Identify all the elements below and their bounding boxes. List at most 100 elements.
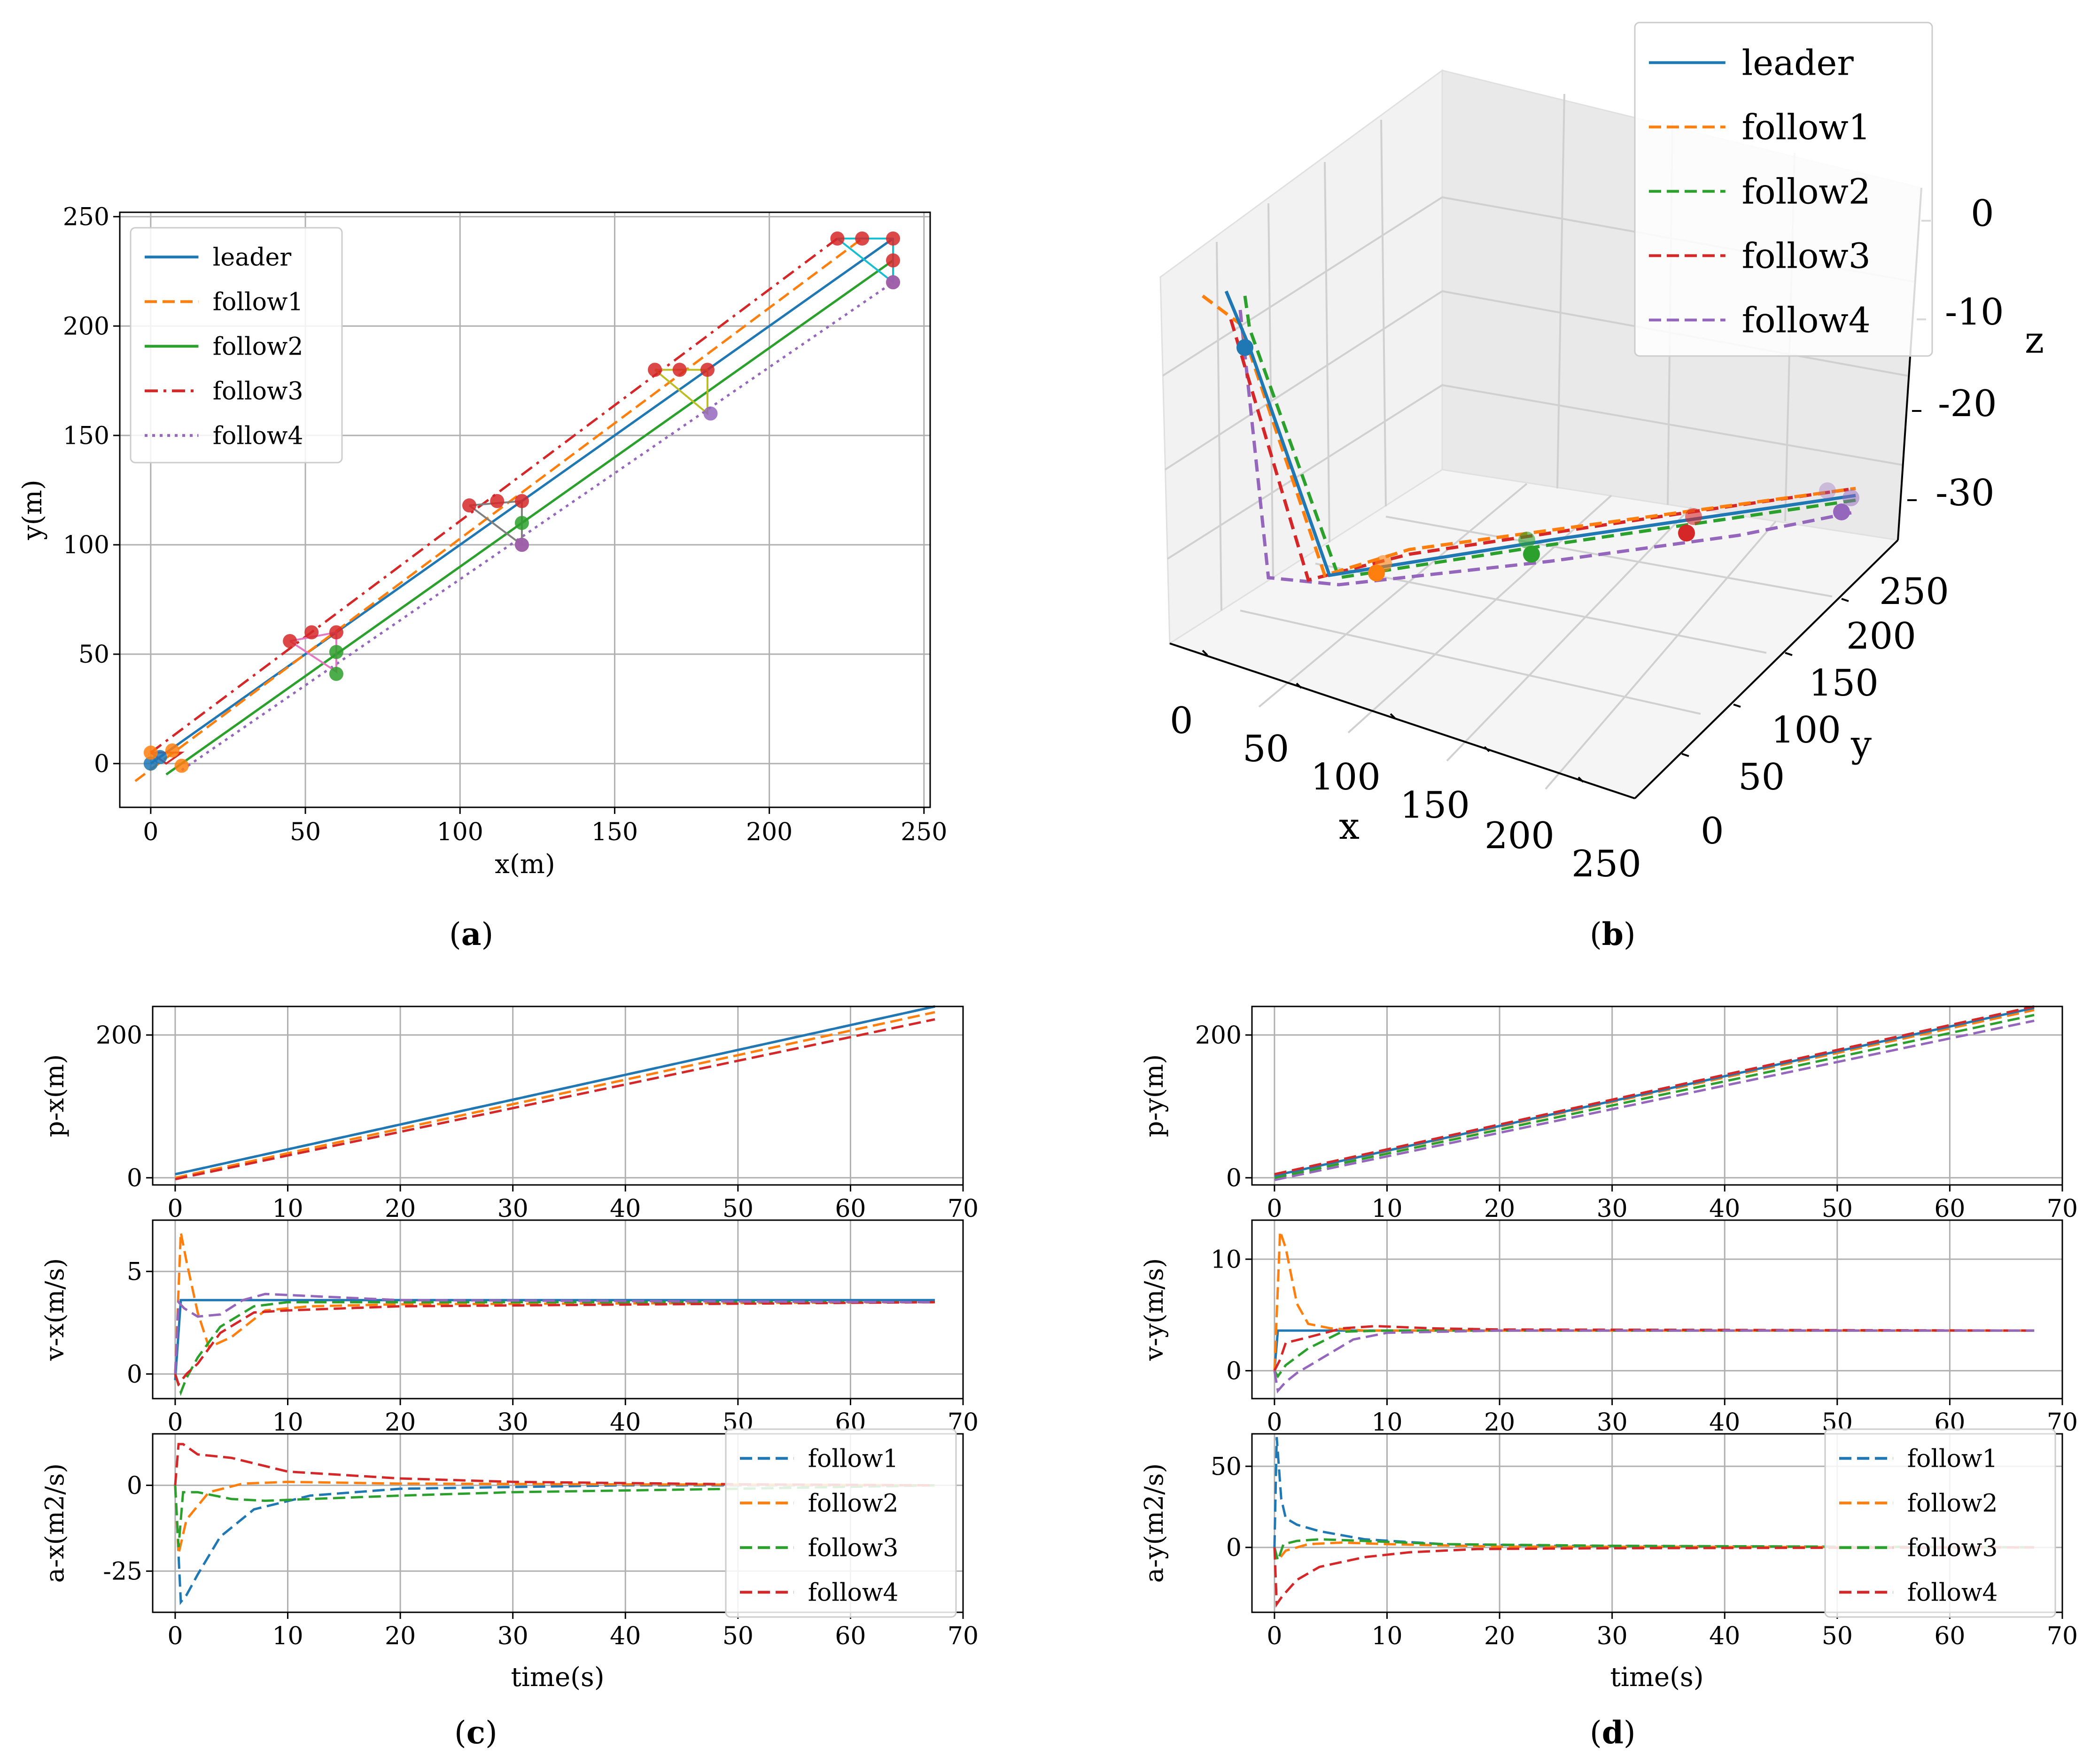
y-tick-label: 0 bbox=[127, 1361, 142, 1389]
position-marker bbox=[329, 666, 343, 681]
position-marker bbox=[304, 625, 319, 640]
series-line-follow3 bbox=[1273, 1538, 2035, 1565]
x-tick-label: 50 bbox=[1822, 1195, 1853, 1223]
x-tick-label: 20 bbox=[385, 1195, 416, 1223]
x-tick-label: 60 bbox=[1934, 1195, 1965, 1223]
series-line-leader bbox=[175, 1005, 935, 1176]
x-tick-label: 50 bbox=[1822, 1622, 1853, 1650]
series-line-follow1 bbox=[1273, 1437, 2035, 1549]
legend-label: follow1 bbox=[808, 1445, 899, 1473]
position-marker bbox=[329, 645, 343, 659]
x-tick-label: 70 bbox=[948, 1195, 979, 1223]
x-tick-label: 0 bbox=[143, 818, 158, 846]
x-tick-label: 30 bbox=[1597, 1408, 1628, 1437]
b-xtick: 0 bbox=[1170, 700, 1193, 742]
position-marker bbox=[283, 634, 297, 648]
position-marker bbox=[703, 406, 718, 421]
x-tick-label: 0 bbox=[167, 1195, 183, 1223]
b-xtick: 50 bbox=[1243, 728, 1290, 770]
series-line-follow4 bbox=[1273, 1329, 2035, 1393]
x-tick-label: 10 bbox=[1371, 1408, 1402, 1437]
position-marker bbox=[886, 275, 900, 290]
series-line-follow3 bbox=[1274, 1005, 2035, 1176]
position-marker bbox=[490, 494, 505, 508]
y-tick-label: 5 bbox=[127, 1258, 142, 1286]
x-tick-label: 100 bbox=[437, 818, 483, 846]
x-tick-label: 10 bbox=[1371, 1622, 1402, 1650]
y-axis-label: p-y(m) bbox=[1139, 1054, 1169, 1137]
marker-3d bbox=[1678, 525, 1695, 542]
b-ztick: -20 bbox=[1938, 383, 1997, 425]
y-tick-label: 0 bbox=[1226, 1534, 1242, 1562]
b-ytick: 200 bbox=[1846, 615, 1916, 658]
x-axis-label: time(s) bbox=[1610, 1662, 1703, 1693]
x-tick-label: 50 bbox=[723, 1622, 754, 1650]
marker-3d bbox=[1685, 508, 1702, 525]
position-marker bbox=[648, 363, 662, 377]
b-xtick: 250 bbox=[1571, 843, 1641, 885]
y-tick-label: 100 bbox=[63, 531, 109, 559]
traj-follow2 bbox=[1243, 295, 1856, 580]
x-tick-label: 20 bbox=[1484, 1408, 1515, 1437]
position-marker bbox=[143, 745, 158, 760]
series-line-follow1 bbox=[134, 237, 863, 782]
y-tick-label: 0 bbox=[127, 1472, 142, 1500]
series-line-leader bbox=[1274, 1006, 2035, 1177]
x-tick-label: 60 bbox=[835, 1622, 866, 1650]
y-tick-label: 0 bbox=[94, 750, 109, 778]
b-ytick: 100 bbox=[1771, 709, 1841, 751]
axes-frame bbox=[1251, 1433, 2063, 1613]
plot-area bbox=[153, 1220, 963, 1399]
series-line-follow2 bbox=[1274, 1014, 2035, 1179]
position-marker bbox=[855, 231, 870, 246]
marker-3d bbox=[1819, 482, 1836, 499]
legend-box bbox=[1824, 1428, 2056, 1618]
b-ytick: 50 bbox=[1738, 756, 1785, 798]
b-ztick: -10 bbox=[1945, 291, 2004, 333]
x-tick-label: 250 bbox=[901, 818, 947, 846]
x-tick-label: 40 bbox=[1709, 1622, 1740, 1650]
y-tick-label: -25 bbox=[103, 1558, 142, 1586]
legend-label: follow3 bbox=[213, 377, 303, 405]
trajectories-3d bbox=[1201, 290, 1856, 587]
b-ylabel: y bbox=[1851, 723, 1872, 766]
x-tick-label: 200 bbox=[746, 818, 793, 846]
legend-label: follow1 bbox=[1742, 107, 1871, 147]
series-line-follow4 bbox=[1273, 1546, 2035, 1608]
x-tick-label: 30 bbox=[1597, 1622, 1628, 1650]
legend-label: follow2 bbox=[213, 333, 303, 361]
markers-3d bbox=[1236, 339, 1859, 581]
b-xtick: 200 bbox=[1485, 815, 1554, 857]
legend-label: follow2 bbox=[1907, 1489, 1998, 1517]
x-tick-label: 40 bbox=[610, 1622, 641, 1650]
legend-label: follow2 bbox=[1742, 171, 1871, 212]
position-marker bbox=[462, 498, 476, 513]
legend-label: leader bbox=[213, 243, 291, 271]
traj-follow4 bbox=[1238, 309, 1856, 587]
b-ztick: -30 bbox=[1935, 472, 1995, 514]
axes-frame bbox=[1251, 1219, 2063, 1400]
y-axis-label: v-y(m/s) bbox=[1139, 1258, 1169, 1362]
legend-label: follow1 bbox=[213, 288, 303, 316]
b-xtick: 100 bbox=[1311, 756, 1381, 798]
x-tick-label: 0 bbox=[167, 1622, 183, 1650]
legend-label: follow3 bbox=[808, 1534, 899, 1562]
legend-box bbox=[725, 1428, 957, 1618]
b-xtick: 150 bbox=[1400, 784, 1470, 827]
axes-frame bbox=[152, 1006, 964, 1186]
series-line-follow1 bbox=[174, 1232, 935, 1374]
x-tick-label: 10 bbox=[272, 1408, 303, 1437]
y-axis-label: v-x(m/s) bbox=[40, 1258, 70, 1361]
position-marker bbox=[514, 494, 529, 508]
caption-c-letter: c bbox=[466, 1714, 485, 1751]
position-marker bbox=[329, 625, 343, 640]
plot-area bbox=[1252, 1220, 2062, 1399]
x-tick-label: 60 bbox=[1934, 1622, 1965, 1650]
position-marker bbox=[700, 363, 715, 377]
y-tick-label: 10 bbox=[1211, 1246, 1242, 1274]
position-marker bbox=[174, 758, 189, 773]
y-tick-label: 50 bbox=[1211, 1453, 1242, 1481]
marker-3d bbox=[1523, 546, 1540, 563]
x-tick-label: 70 bbox=[948, 1622, 979, 1650]
b-zlabel: z bbox=[2025, 319, 2044, 362]
